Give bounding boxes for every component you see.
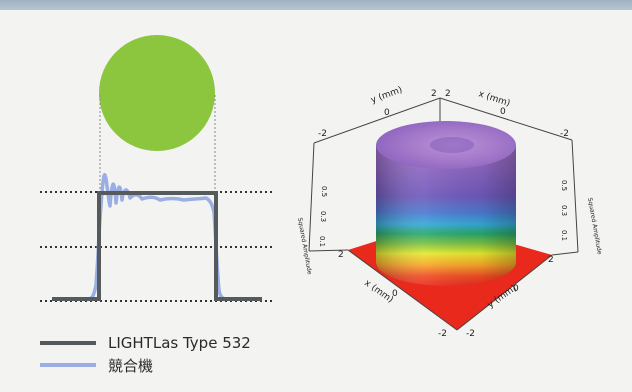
header-band [0, 0, 632, 10]
z-tick-left-1: 0.3 [319, 211, 327, 222]
top-tick-x-1: 0 [500, 107, 506, 117]
z-tick-right-0: 0.5 [560, 180, 568, 191]
z-tick-right-1: 0.3 [560, 205, 568, 216]
top-y-axis-label: y (mm) [370, 85, 404, 106]
z-tick-right-2: 0.1 [560, 230, 568, 241]
legend-swatch-blue [40, 363, 96, 367]
beam-cylinder [376, 121, 516, 286]
bottom-tick-y-2: -2 [466, 329, 475, 339]
bottom-tick-x-1: 0 [392, 289, 398, 299]
top-tick-x-2: -2 [560, 129, 569, 139]
legend-label-competitor: 競合機 [108, 356, 154, 375]
z-axis-label-right: Squared Amplitude [586, 197, 603, 255]
top-tick-x-0: 2 [445, 89, 451, 99]
legend: LIGHTLas Type 532 競合機 [40, 332, 251, 376]
competitor-profile-curve [52, 172, 262, 301]
top-tick-y-0: -2 [318, 129, 327, 139]
plot-3d: y (mm) x (mm) -2 0 2 2 0 -2 Squared Ampl… [296, 85, 603, 339]
bottom-x-axis-label: x (mm) [362, 278, 395, 305]
top-x-axis-label: x (mm) [477, 89, 511, 109]
lightlas-profile-curve [52, 191, 262, 301]
bottom-tick-x-2: -2 [438, 329, 447, 339]
bottom-tick-y-1: 0 [513, 284, 519, 294]
top-tick-y-2: 2 [431, 89, 437, 99]
legend-item-lightlas: LIGHTLas Type 532 [40, 332, 251, 354]
beam-spot [99, 35, 215, 151]
bottom-tick-y-0: 2 [548, 255, 554, 265]
legend-label-lightlas: LIGHTLas Type 532 [108, 334, 251, 352]
top-tick-y-1: 0 [384, 108, 390, 118]
z-tick-left-2: 0.1 [318, 236, 326, 247]
z-tick-left-0: 0.5 [320, 186, 328, 197]
legend-swatch-dark [40, 341, 96, 345]
legend-item-competitor: 競合機 [40, 354, 251, 376]
bottom-tick-x-0: 2 [338, 250, 344, 260]
